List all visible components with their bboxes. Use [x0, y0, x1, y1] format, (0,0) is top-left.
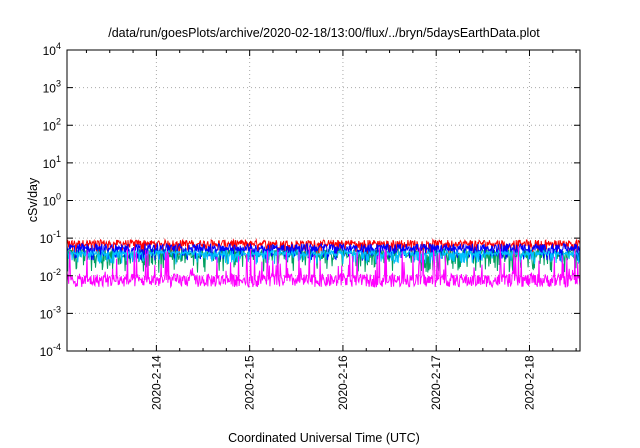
y-tick-label: 10-1 — [40, 229, 61, 246]
x-axis: 2020-2-14 2020-2-15 2020-2-16 2020-2-17 2020… — [85, 50, 577, 410]
y-tick-label: 102 — [43, 116, 61, 133]
x-tick-label: 2020-2-15 — [243, 355, 257, 410]
series-line — [66, 242, 581, 262]
y-tick-label: 101 — [43, 154, 61, 171]
y-tick-label: 103 — [43, 79, 61, 96]
y-axis: 10-4 10-3 10-2 10-1 100 101 102 103 104 — [40, 41, 580, 359]
series-line — [66, 246, 581, 289]
data-series — [66, 238, 581, 289]
x-tick-label: 2020-2-17 — [429, 355, 443, 410]
y-tick-label: 104 — [43, 41, 61, 58]
chart-title: /data/run/goesPlots/archive/2020-02-18/1… — [108, 26, 540, 40]
x-axis-label: Coordinated Universal Time (UTC) — [228, 431, 420, 445]
series-line — [66, 248, 581, 265]
x-tick-label: 2020-2-14 — [149, 355, 163, 410]
x-tick-label: 2020-2-16 — [336, 355, 350, 410]
y-axis-label: cSv/day — [26, 177, 40, 222]
x-tick-label: 2020-2-18 — [522, 355, 536, 410]
grid-lines — [67, 50, 580, 351]
series-line — [66, 247, 581, 273]
y-tick-label: 10-3 — [40, 304, 61, 321]
y-tick-label: 10-4 — [40, 342, 61, 359]
y-tick-label: 100 — [43, 192, 61, 209]
series-line — [66, 238, 581, 256]
y-tick-label: 10-2 — [40, 267, 61, 284]
